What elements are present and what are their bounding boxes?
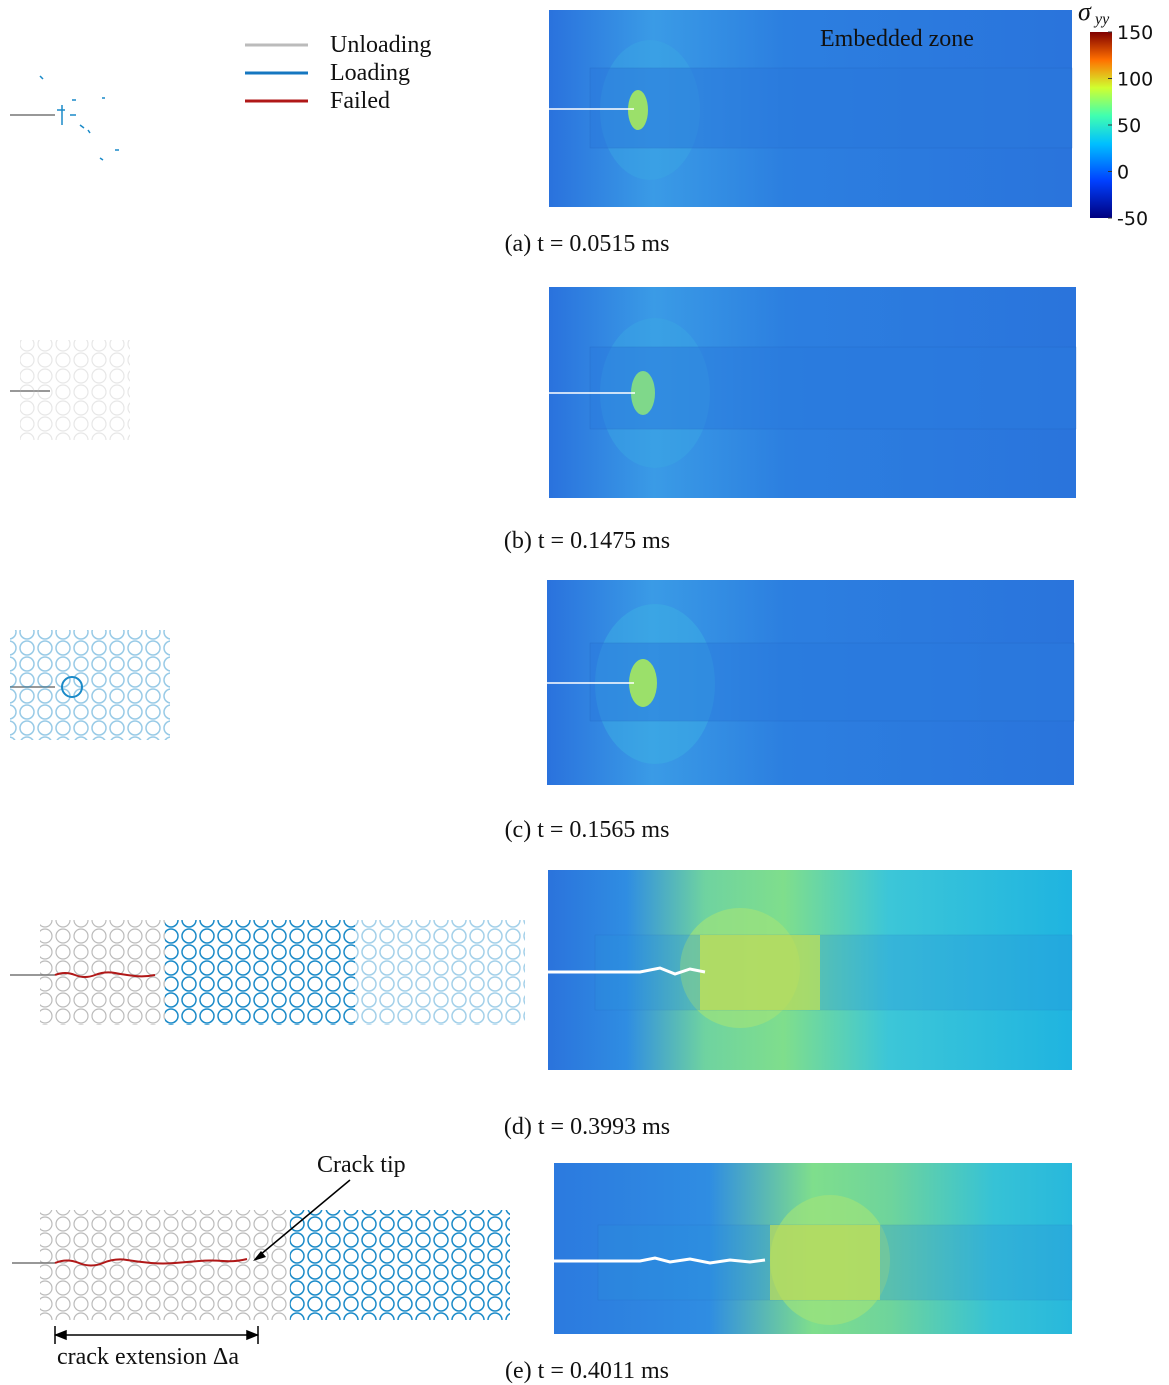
- stress-field-d: [548, 870, 1072, 1070]
- colorbar-tick-label: -50: [1117, 208, 1148, 230]
- colorbar-subscript: yy: [1093, 11, 1110, 28]
- colorbar-tick-label: 150: [1117, 22, 1153, 44]
- stress-field-e: [554, 1163, 1072, 1334]
- caption: (c) t = 0.1565 ms: [505, 817, 670, 843]
- colorbar-tick-label: 50: [1117, 115, 1141, 137]
- bond-view-c: [10, 630, 170, 740]
- legend-label: Loading: [330, 60, 410, 86]
- legend-label: Unloading: [330, 32, 431, 58]
- caption: (e) t = 0.4011 ms: [505, 1358, 669, 1384]
- bond-view-e: [12, 1210, 510, 1320]
- stress-field-b: [549, 287, 1076, 498]
- bond-view-b: [10, 340, 130, 440]
- caption: (b) t = 0.1475 ms: [504, 528, 670, 554]
- stress-field-a: [549, 10, 1072, 207]
- figure: Unloading Loading Failed Crack tip crack…: [0, 0, 1169, 1385]
- dimension: [55, 1326, 258, 1344]
- colorbar-tick-label: 100: [1117, 69, 1153, 91]
- colorbar-tick-label: 0: [1117, 162, 1129, 184]
- legend-label: Failed: [330, 88, 390, 114]
- colorbar-symbol: σ: [1078, 0, 1092, 26]
- stress-field-c: [547, 580, 1074, 785]
- annotation: Crack tip: [317, 1152, 406, 1178]
- annotation: crack extension Δa: [57, 1344, 239, 1370]
- annotation: Embedded zone: [820, 26, 974, 52]
- bond-view-d: [10, 920, 525, 1025]
- caption: (d) t = 0.3993 ms: [504, 1114, 670, 1140]
- caption: (a) t = 0.0515 ms: [505, 231, 670, 257]
- bond-view-a: [10, 76, 119, 160]
